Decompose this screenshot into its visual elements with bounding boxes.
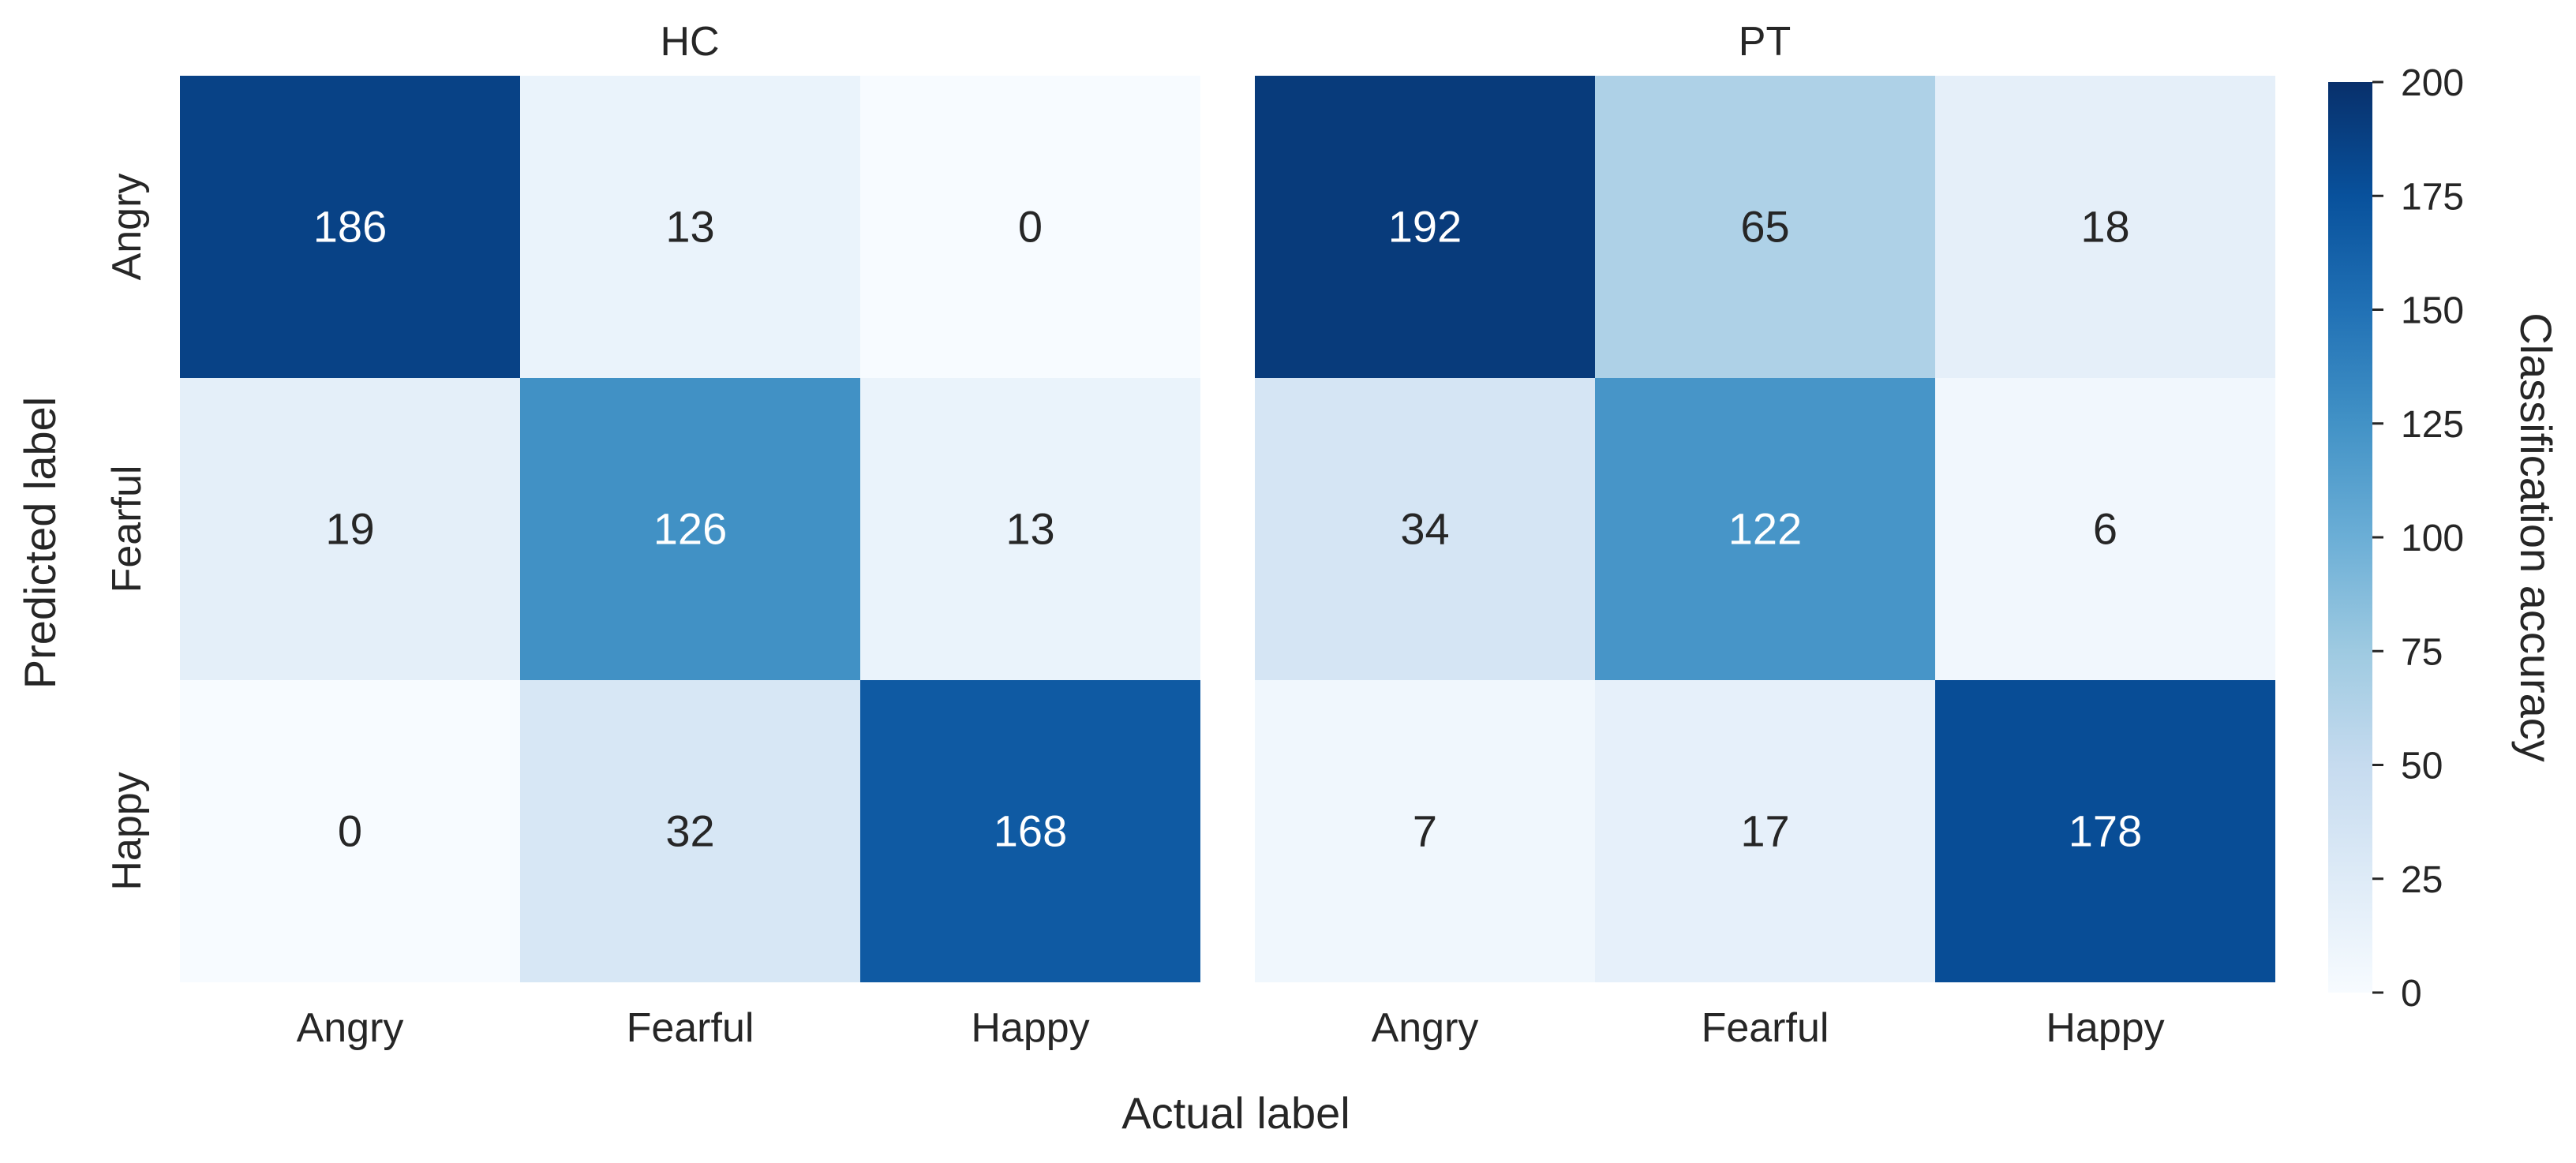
cell-value-pt-2-3: 6 [2093, 504, 2117, 554]
colorbar-label: Classification accuracy [2511, 312, 2561, 762]
heatmap-cell-pt-3-2 [1595, 680, 1935, 982]
colorbar-tick-75: 75 [2401, 631, 2443, 673]
cell-value-hc-3-2: 32 [665, 806, 714, 856]
y-tick-angry: Angry [104, 174, 150, 281]
cell-value-pt-2-1: 34 [1400, 504, 1449, 554]
cell-value-pt-1-1: 192 [1388, 202, 1462, 252]
heatmap-cell-pt-3-3 [1935, 680, 2275, 982]
cell-value-hc-3-1: 0 [338, 806, 362, 856]
y-tick-happy: Happy [104, 772, 150, 890]
x-tick-pt-happy: Happy [2046, 1005, 2164, 1051]
heatmap-cell-pt-1-1 [1255, 76, 1595, 378]
colorbar-tick-0: 0 [2401, 973, 2422, 1015]
heatmap-cell-pt-2-2 [1595, 378, 1935, 680]
x-tick-hc-angry: Angry [297, 1005, 404, 1051]
heatmap-cell-hc-2-2 [520, 378, 860, 680]
x-tick-pt-angry: Angry [1372, 1005, 1479, 1051]
heatmap-cell-pt-1-2 [1595, 76, 1935, 378]
heatmap-cell-hc-2-3 [860, 378, 1200, 680]
panel-title-hc: HC [660, 19, 719, 65]
colorbar-tick-150: 150 [2401, 290, 2464, 332]
cell-value-pt-3-3: 178 [2069, 806, 2142, 856]
cell-value-hc-2-3: 13 [1005, 504, 1054, 554]
heatmap-cell-pt-1-3 [1935, 76, 2275, 378]
colorbar-tick-125: 125 [2401, 404, 2464, 446]
colorbar: 0 25 50 75 100 125 150 175 200 Classification ac… [2328, 62, 2561, 1015]
colorbar-tick-175: 175 [2401, 176, 2464, 218]
cell-value-pt-3-1: 7 [1413, 806, 1437, 856]
cell-value-pt-1-3: 18 [2080, 202, 2129, 252]
x-tick-hc-fearful: Fearful [627, 1005, 754, 1051]
x-tick-hc-happy: Happy [971, 1005, 1089, 1051]
y-axis-title: Predicted label [15, 397, 65, 689]
x-tick-pt-fearful: Fearful [1702, 1005, 1829, 1051]
colorbar-tick-25: 25 [2401, 859, 2443, 901]
cell-value-pt-1-2: 65 [1740, 202, 1789, 252]
cell-value-hc-1-2: 13 [665, 202, 714, 252]
panel-title-pt: PT [1739, 19, 1791, 65]
colorbar-tick-50: 50 [2401, 746, 2443, 787]
y-tick-fearful: Fearful [104, 466, 150, 593]
heatmap-cell-pt-3-1 [1255, 680, 1595, 982]
colorbar-tick-100: 100 [2401, 518, 2464, 559]
heatmap-cell-pt-2-1 [1255, 378, 1595, 680]
heatmap-cell-hc-3-3 [860, 680, 1200, 982]
heatmap-cell-hc-2-1 [180, 378, 520, 680]
cell-value-hc-1-1: 186 [313, 202, 387, 252]
heatmap-cell-hc-3-1 [180, 680, 520, 982]
colorbar-tick-200: 200 [2401, 62, 2464, 104]
heatmap-cell-hc-1-3 [860, 76, 1200, 378]
heatmap-cell-pt-2-3 [1935, 378, 2275, 680]
hc-heatmap-panel: HC 186 13 0 19 126 13 0 32 168 Angry Fearful Happy… [104, 19, 1200, 1051]
heatmap-cell-hc-1-2 [520, 76, 860, 378]
cell-value-hc-1-3: 0 [1018, 202, 1043, 252]
pt-heatmap-panel: PT 192 65 18 34 122 6 7 17 178 Angry Fearful Happy [1255, 19, 2275, 1051]
colorbar-gradient [2328, 82, 2372, 993]
cell-value-pt-3-2: 17 [1740, 806, 1789, 856]
cell-value-hc-3-3: 168 [994, 806, 1067, 856]
cell-value-pt-2-2: 122 [1728, 504, 1802, 554]
heatmap-cell-hc-3-2 [520, 680, 860, 982]
x-axis-title: Actual label [1121, 1088, 1350, 1138]
cell-value-hc-2-1: 19 [325, 504, 374, 554]
heatmap-cell-hc-1-1 [180, 76, 520, 378]
cell-value-hc-2-2: 126 [653, 504, 727, 554]
